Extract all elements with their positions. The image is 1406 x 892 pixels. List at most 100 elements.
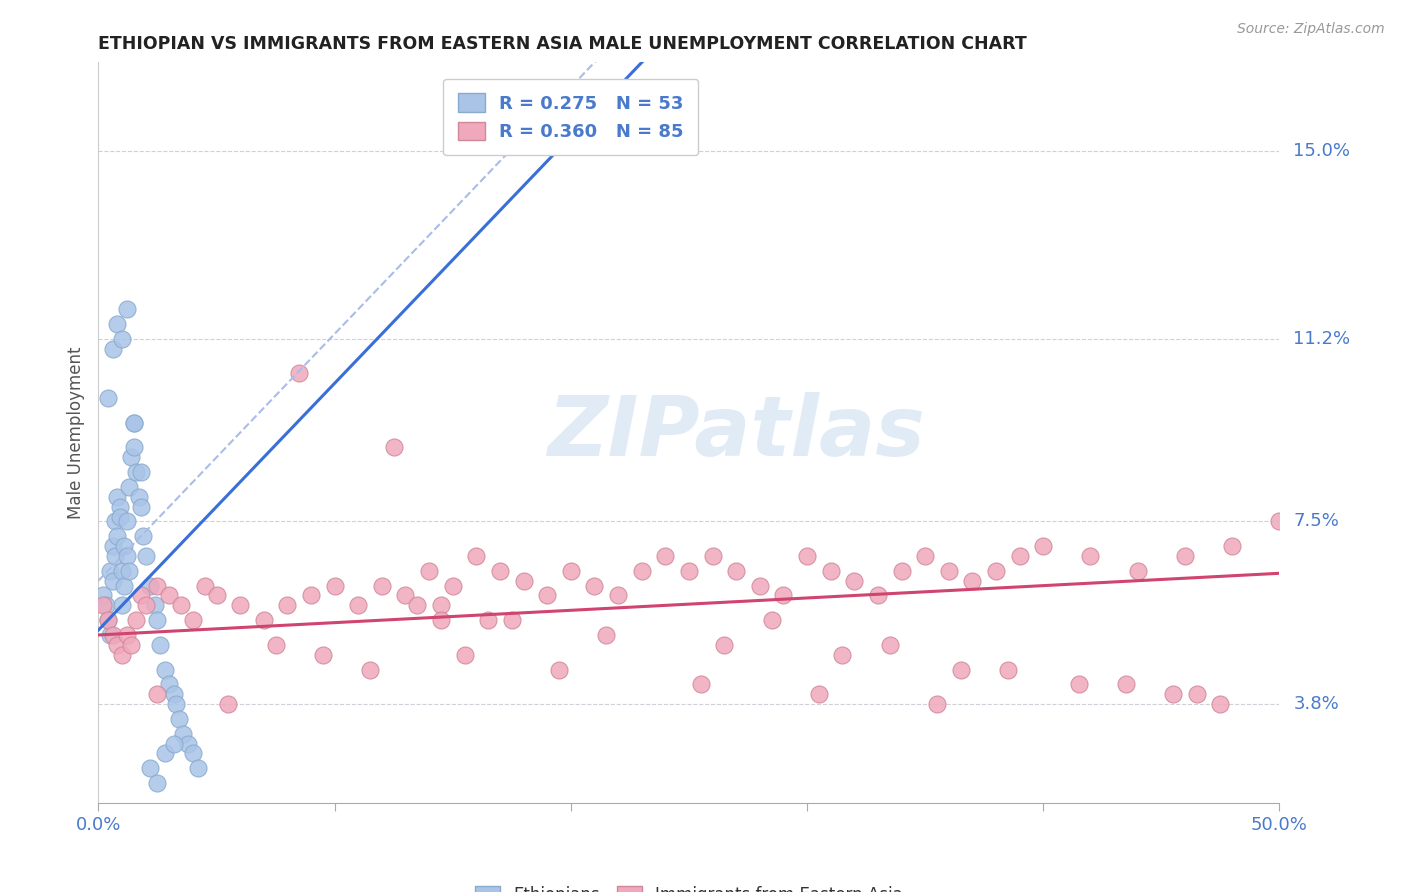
Point	[91, 589, 114, 603]
Point	[163, 687, 186, 701]
Point	[796, 549, 818, 563]
Point	[118, 480, 141, 494]
Point	[1185, 687, 1208, 701]
Point	[418, 564, 440, 578]
Point	[165, 697, 187, 711]
Point	[406, 599, 429, 613]
Point	[595, 628, 617, 642]
Point	[984, 564, 1007, 578]
Point	[122, 416, 145, 430]
Point	[181, 747, 204, 761]
Point	[347, 599, 370, 613]
Point	[430, 599, 453, 613]
Point	[111, 564, 134, 578]
Point	[177, 737, 200, 751]
Point	[98, 628, 121, 642]
Point	[844, 574, 866, 588]
Point	[312, 648, 335, 662]
Point	[914, 549, 936, 563]
Point	[115, 302, 138, 317]
Point	[118, 564, 141, 578]
Point	[129, 500, 152, 514]
Point	[115, 515, 138, 529]
Point	[453, 648, 475, 662]
Point	[146, 687, 169, 701]
Point	[607, 589, 630, 603]
Point	[101, 574, 124, 588]
Point	[121, 450, 143, 465]
Point	[105, 638, 128, 652]
Point	[146, 776, 169, 790]
Point	[1008, 549, 1031, 563]
Point	[122, 416, 145, 430]
Point	[430, 613, 453, 627]
Point	[1080, 549, 1102, 563]
Point	[678, 564, 700, 578]
Point	[1209, 697, 1232, 711]
Point	[194, 579, 217, 593]
Point	[866, 589, 889, 603]
Point	[146, 579, 169, 593]
Point	[1174, 549, 1197, 563]
Point	[97, 613, 120, 627]
Point	[128, 490, 150, 504]
Point	[112, 539, 135, 553]
Text: ETHIOPIAN VS IMMIGRANTS FROM EASTERN ASIA MALE UNEMPLOYMENT CORRELATION CHART: ETHIOPIAN VS IMMIGRANTS FROM EASTERN ASI…	[98, 35, 1028, 53]
Point	[98, 564, 121, 578]
Point	[115, 628, 138, 642]
Point	[548, 663, 571, 677]
Point	[104, 515, 127, 529]
Point	[125, 465, 148, 479]
Point	[111, 332, 134, 346]
Point	[299, 589, 322, 603]
Point	[441, 579, 464, 593]
Point	[97, 391, 120, 405]
Point	[101, 539, 124, 553]
Point	[925, 697, 948, 711]
Point	[172, 727, 194, 741]
Point	[713, 638, 735, 652]
Point	[181, 613, 204, 627]
Point	[997, 663, 1019, 677]
Point	[217, 697, 239, 711]
Point	[101, 342, 124, 356]
Point	[879, 638, 901, 652]
Y-axis label: Male Unemployment: Male Unemployment	[66, 346, 84, 519]
Point	[157, 589, 180, 603]
Point	[125, 613, 148, 627]
Point	[105, 529, 128, 543]
Point	[323, 579, 346, 593]
Point	[170, 599, 193, 613]
Point	[139, 579, 162, 593]
Point	[831, 648, 853, 662]
Point	[1126, 564, 1149, 578]
Point	[253, 613, 276, 627]
Point	[143, 599, 166, 613]
Text: 15.0%: 15.0%	[1294, 143, 1350, 161]
Point	[465, 549, 488, 563]
Point	[761, 613, 783, 627]
Point	[129, 589, 152, 603]
Text: 3.8%: 3.8%	[1294, 695, 1339, 713]
Point	[105, 317, 128, 331]
Point	[702, 549, 724, 563]
Point	[115, 549, 138, 563]
Point	[108, 509, 131, 524]
Point	[105, 490, 128, 504]
Point	[890, 564, 912, 578]
Point	[149, 638, 172, 652]
Point	[122, 441, 145, 455]
Point	[91, 599, 114, 613]
Point	[101, 628, 124, 642]
Point	[536, 589, 558, 603]
Text: ZIPatlas: ZIPatlas	[547, 392, 925, 473]
Point	[132, 529, 155, 543]
Point	[654, 549, 676, 563]
Point	[501, 613, 523, 627]
Point	[489, 564, 512, 578]
Point	[1115, 677, 1137, 691]
Point	[187, 761, 209, 775]
Point	[394, 589, 416, 603]
Point	[1032, 539, 1054, 553]
Point	[1268, 515, 1291, 529]
